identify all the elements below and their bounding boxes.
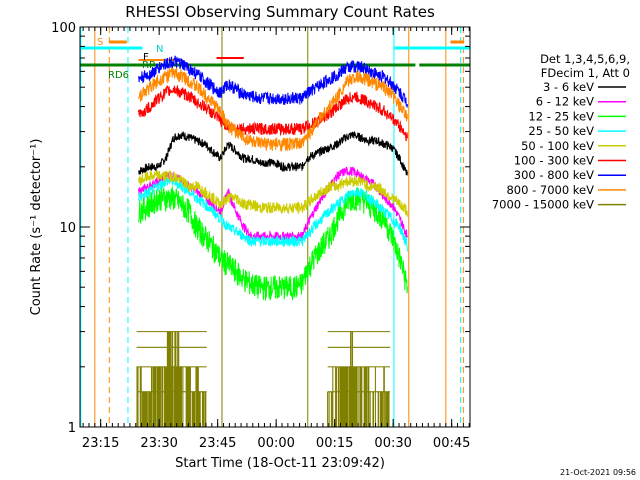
legend: Det 1,3,4,5,6,9,FDecim 1, Att 03 - 6 keV… <box>492 52 630 212</box>
legend-entry-label: 25 - 50 keV <box>528 124 594 138</box>
y-tick-label: 10 <box>59 221 76 236</box>
legend-entry-label: 3 - 6 keV <box>543 80 594 94</box>
night-flag-label: N <box>156 44 163 55</box>
legend-entry-label: 6 - 12 keV <box>536 95 594 109</box>
flare-flag-label: F <box>143 52 149 63</box>
timestamp: 21-Oct-2021 09:56 <box>560 468 636 477</box>
series-line-100-300kev <box>138 84 408 142</box>
x-tick-label: 00:00 <box>257 436 294 451</box>
y-tick-label: 100 <box>51 21 76 36</box>
series-trace-7000-15000-kev <box>136 331 207 427</box>
x-axis-label: Start Time (18-Oct-11 23:09:42) <box>175 456 385 471</box>
x-tick-label: 23:15 <box>82 436 119 451</box>
series-line-300-800kev <box>138 55 408 108</box>
y-axis-label: Count Rate (s⁻¹ detector⁻¹) <box>29 139 44 316</box>
legend-header-line: FDecim 1, Att 0 <box>541 66 630 80</box>
series-level-7000-15000-kev <box>136 330 391 393</box>
x-tick-label: 23:45 <box>199 436 236 451</box>
saa-flag-label: S <box>97 37 103 48</box>
legend-entry-label: 100 - 300 keV <box>514 154 594 168</box>
x-tick-label: 00:45 <box>433 436 470 451</box>
legend-entry-label: 12 - 25 keV <box>528 109 594 123</box>
x-tick-label: 23:30 <box>140 436 177 451</box>
rp-flag-label: RP <box>142 60 155 71</box>
series-line-12-25kev <box>138 186 408 301</box>
rd-flag-label: RD6 <box>108 70 129 81</box>
chart-title: RHESSI Observing Summary Count Rates <box>125 3 435 21</box>
x-tick-label: 00:15 <box>316 436 353 451</box>
y-axis: 100 10 1 <box>51 21 470 436</box>
legend-entry-label: 50 - 100 keV <box>521 139 594 153</box>
legend-header-line: Det 1,3,4,5,6,9, <box>540 52 630 66</box>
legend-entry-label: 7000 - 15000 keV <box>492 198 594 212</box>
x-tick-label: 00:30 <box>374 436 411 451</box>
x-axis: 23:15 23:30 23:45 00:00 00:15 00:30 00:45 <box>82 27 470 451</box>
series-line-800-7000kev <box>138 67 408 152</box>
series-line-25-50kev <box>138 175 408 252</box>
legend-entry-label: 300 - 800 keV <box>514 168 594 182</box>
series-line-3-6kev <box>138 131 408 176</box>
series-trace-7000-15000-kev <box>327 331 390 427</box>
legend-entry-label: 800 - 7000 keV <box>506 183 594 197</box>
series-line-50-100kev <box>138 170 408 217</box>
series-lines <box>136 55 408 427</box>
y-tick-label: 1 <box>68 421 76 436</box>
